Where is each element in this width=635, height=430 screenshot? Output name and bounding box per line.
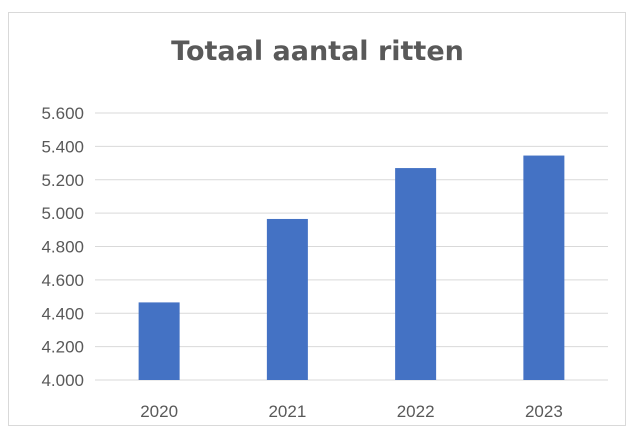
y-tick-label: 4.600 (41, 271, 84, 290)
x-tick-label: 2022 (397, 402, 435, 421)
bar-2020 (138, 302, 180, 380)
y-axis-labels: 4.000 4.200 4.400 4.600 4.800 5.000 5.200 5.400… (41, 104, 84, 390)
x-axis-labels: 2020 2021 2022 2023 (140, 402, 563, 421)
x-tick-label: 2021 (268, 402, 306, 421)
bars (138, 155, 565, 380)
bar-2023 (523, 155, 565, 380)
y-tick-label: 5.600 (41, 104, 84, 123)
chart-frame (8, 12, 626, 426)
bar-2021 (266, 218, 308, 380)
y-tick-label: 5.400 (41, 137, 84, 156)
x-tick-label: 2020 (140, 402, 178, 421)
bar-2022 (395, 168, 437, 380)
gridlines (95, 112, 608, 381)
chart-title: Totaal aantal ritten (171, 36, 464, 67)
y-tick-label: 4.800 (41, 238, 84, 257)
y-tick-label: 4.000 (41, 371, 84, 390)
x-tick-label: 2023 (525, 402, 563, 421)
y-tick-label: 4.200 (41, 338, 84, 357)
y-tick-label: 5.000 (41, 204, 84, 223)
y-tick-label: 5.200 (41, 171, 84, 190)
y-tick-label: 4.400 (41, 304, 84, 323)
